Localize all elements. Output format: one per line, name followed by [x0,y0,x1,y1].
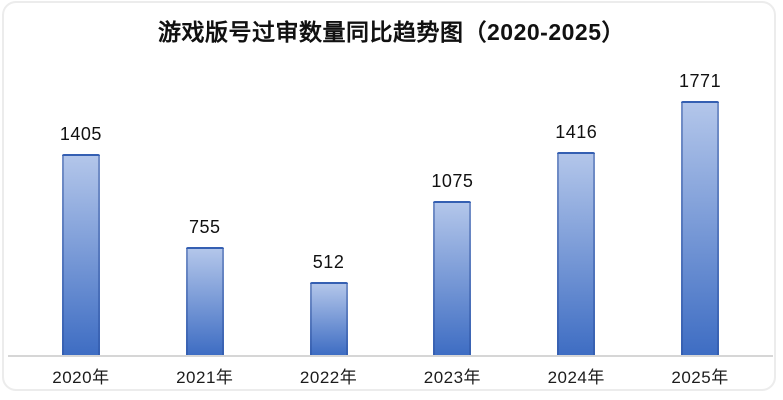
x-axis-line [8,355,773,357]
bar-value-label: 1416 [555,122,598,142]
x-axis-tick-label: 2025年 [671,368,729,387]
x-axis-tick-label: 2024年 [547,368,605,387]
bar-column: 1416 [514,122,638,355]
bar [309,282,348,355]
bar-column: 1075 [390,171,514,355]
chart-title: 游戏版号过审数量同比趋势图（2020-2025） [158,19,625,45]
bar-value-label: 1075 [431,171,474,191]
bar-column: 512 [267,252,391,355]
bar [681,101,720,355]
bar [557,152,596,355]
x-axis-labels: 2020年 2021年 2022年 2023年 2024年 2025年 [19,363,762,388]
plot-area: 1405 755 512 1075 1416 1771 [8,44,773,357]
bars-row: 1405 755 512 1075 1416 1771 [19,44,762,355]
bar-column: 1405 [19,124,143,355]
x-axis-tick-label: 2020年 [52,368,110,387]
bar [61,154,100,355]
bar [185,247,224,355]
bar-value-label: 755 [188,217,221,237]
bar-column: 755 [143,217,267,355]
x-axis-tick-label: 2021年 [176,368,234,387]
bar [433,201,472,355]
x-axis-tick-label: 2022年 [299,368,358,387]
bar-value-label: 512 [312,252,345,272]
bar-value-label: 1771 [679,71,722,91]
x-axis-tick-label: 2023年 [423,368,482,387]
bar-value-label: 1405 [59,124,102,144]
bar-column: 1771 [638,71,762,355]
